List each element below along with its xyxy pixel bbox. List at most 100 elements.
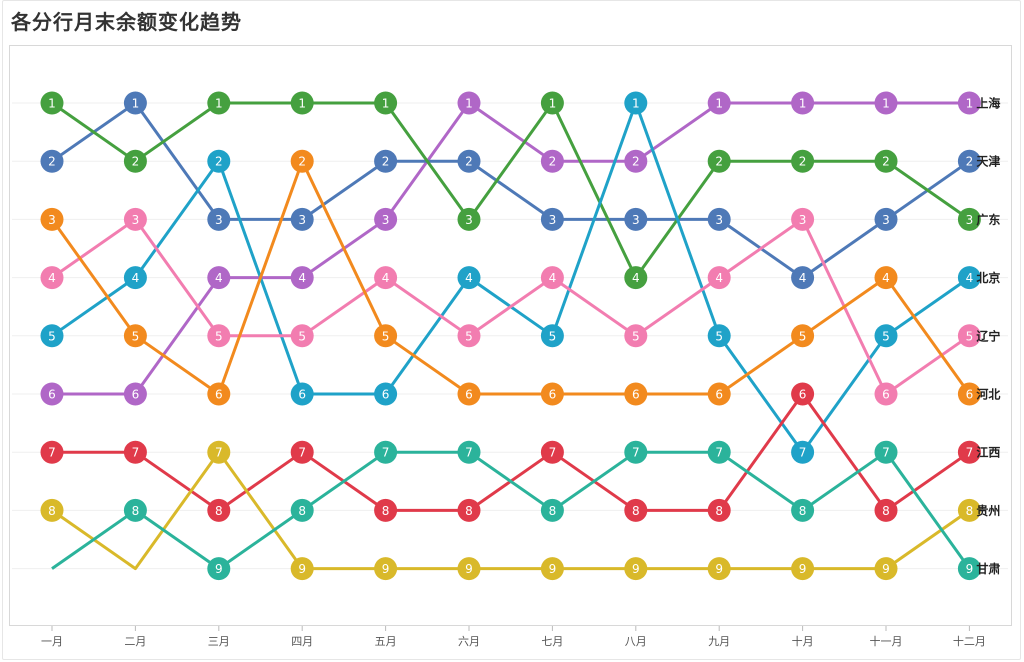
data-point: 8: [540, 498, 564, 522]
data-point-label: 4: [298, 271, 306, 285]
data-point-label: 8: [48, 504, 56, 518]
data-point: 7: [123, 440, 147, 464]
data-point-label: 7: [966, 446, 974, 460]
data-point-marker: [374, 324, 398, 348]
data-point-marker: [791, 557, 815, 581]
data-point-label: 2: [48, 155, 56, 169]
data-point: 9: [874, 557, 898, 581]
data-point-marker: [957, 440, 981, 464]
data-point-marker: [791, 207, 815, 231]
data-point: 4: [207, 266, 231, 290]
data-point-label: 7: [382, 446, 390, 460]
data-point: 4: [290, 266, 314, 290]
data-point-marker: [540, 557, 564, 581]
data-point-label: 4: [215, 271, 223, 285]
data-point: 6: [707, 382, 731, 406]
data-point-marker: [374, 557, 398, 581]
data-point: 2: [374, 149, 398, 173]
data-point-label: 4: [549, 271, 557, 285]
data-point: 4: [40, 266, 64, 290]
data-point: 3: [457, 207, 481, 231]
series-end-label: 广东: [976, 212, 1000, 227]
data-point-marker: [123, 440, 147, 464]
data-point: 7: [791, 440, 815, 464]
data-point-marker: [123, 498, 147, 522]
data-point-label: 9: [215, 562, 223, 576]
data-point: 6: [957, 382, 981, 406]
data-point-label: 5: [215, 329, 223, 343]
data-point-label: 8: [298, 504, 306, 518]
data-point-marker: [791, 382, 815, 406]
series-end-label: 河北: [975, 387, 1000, 402]
data-point: 6: [457, 382, 481, 406]
data-point-marker: [874, 440, 898, 464]
data-point-marker: [707, 149, 731, 173]
data-point-marker: [957, 91, 981, 115]
data-point-label: 5: [632, 329, 640, 343]
data-point-marker: [791, 324, 815, 348]
x-tick-label: 一月: [41, 635, 63, 648]
data-point-marker: [290, 557, 314, 581]
data-point-label: 6: [215, 388, 223, 402]
data-point-marker: [957, 207, 981, 231]
data-point-marker: [457, 498, 481, 522]
data-point: 1: [624, 91, 648, 115]
data-point: 2: [290, 149, 314, 173]
data-point-marker: [374, 207, 398, 231]
x-tick-label: 二月: [124, 635, 146, 648]
data-point: 1: [957, 91, 981, 115]
data-point-label: 4: [799, 271, 807, 285]
data-point: 2: [874, 149, 898, 173]
data-point-marker: [123, 149, 147, 173]
x-tick-label: 十一月: [870, 634, 903, 648]
data-point: 3: [957, 207, 981, 231]
data-point: 2: [540, 149, 564, 173]
data-point: 6: [40, 382, 64, 406]
data-point: 6: [374, 382, 398, 406]
series-end-label: 上海: [976, 96, 1000, 111]
data-point: 5: [123, 324, 147, 348]
data-point: 3: [791, 207, 815, 231]
series-end-label: 辽宁: [976, 328, 1000, 343]
data-point-marker: [874, 557, 898, 581]
data-point-marker: [457, 557, 481, 581]
data-point-label: 1: [48, 97, 56, 111]
data-point: 2: [457, 149, 481, 173]
data-point-marker: [374, 440, 398, 464]
data-point-label: 9: [966, 562, 974, 576]
data-point-marker: [40, 207, 64, 231]
data-point-marker: [290, 498, 314, 522]
data-point-marker: [457, 207, 481, 231]
data-point-label: 2: [966, 155, 974, 169]
data-point-label: 3: [799, 213, 807, 227]
data-point: 4: [707, 266, 731, 290]
data-point: 4: [540, 266, 564, 290]
data-point-marker: [207, 207, 231, 231]
data-point-label: 1: [549, 97, 557, 111]
data-point-marker: [957, 498, 981, 522]
data-point-marker: [624, 207, 648, 231]
data-point: 5: [957, 324, 981, 348]
data-point: 1: [123, 91, 147, 115]
data-point: 1: [457, 91, 481, 115]
data-point: 1: [374, 91, 398, 115]
data-point-marker: [207, 149, 231, 173]
data-point: 9: [207, 557, 231, 581]
data-point-label: 3: [215, 213, 223, 227]
data-point-label: 2: [882, 155, 890, 169]
data-point-label: 7: [465, 446, 473, 460]
data-point-marker: [290, 266, 314, 290]
data-point-label: 7: [48, 446, 56, 460]
data-point-marker: [791, 266, 815, 290]
data-point: 6: [123, 382, 147, 406]
data-point-label: 7: [799, 446, 807, 460]
data-point-label: 6: [298, 388, 306, 402]
data-point-marker: [874, 149, 898, 173]
series-line-上海: [52, 101, 970, 396]
data-point-label: 9: [298, 562, 306, 576]
data-point-label: 5: [465, 329, 473, 343]
data-point-label: 2: [465, 155, 473, 169]
data-point-label: 7: [549, 446, 557, 460]
data-point: 9: [957, 557, 981, 581]
data-point-marker: [624, 440, 648, 464]
